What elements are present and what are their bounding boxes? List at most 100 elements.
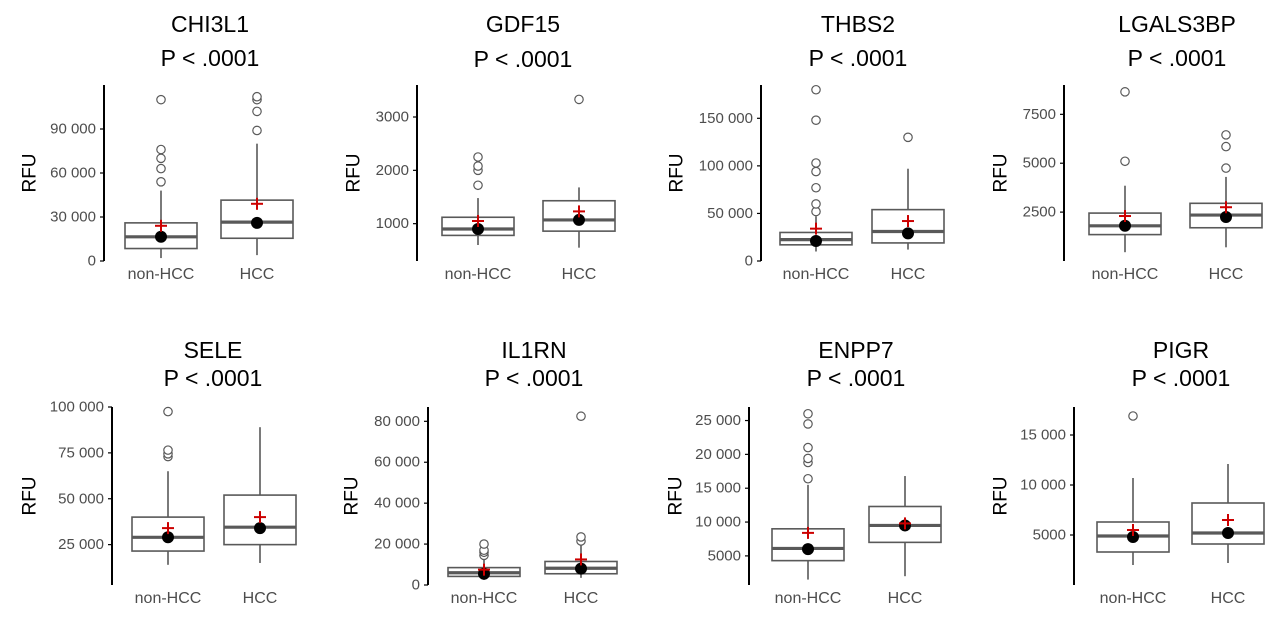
box-iqr bbox=[542, 199, 616, 232]
chart-title: ENPP7 bbox=[818, 337, 893, 363]
x-category-label: HCC bbox=[243, 590, 278, 607]
box-group-non-hcc bbox=[441, 152, 515, 245]
box-group-hcc bbox=[868, 476, 942, 577]
median-point bbox=[472, 223, 484, 235]
y-axis-label: RFU bbox=[20, 476, 41, 515]
outlier-point bbox=[1221, 163, 1231, 173]
median-point bbox=[1222, 527, 1234, 539]
chart-panel-chi3l1: CHI3L1 P < .0001 RFU 0 30 000 60 000 90 000 non… bbox=[20, 11, 294, 283]
y-tick-label: 5000 bbox=[1023, 155, 1056, 172]
outlier-point bbox=[803, 419, 813, 429]
box-group-non-hcc bbox=[1088, 87, 1162, 253]
y-tick-label: 80 000 bbox=[374, 413, 420, 430]
chart-title: CHI3L1 bbox=[171, 11, 249, 37]
x-category-label: non-HCC bbox=[451, 590, 518, 607]
median-point bbox=[810, 235, 822, 248]
y-tick-label: 0 bbox=[745, 253, 753, 270]
chart-panel-gdf15: GDF15 P < .0001 RFU 1000 2000 3000 non-HCC HCC bbox=[344, 11, 616, 283]
outlier-point bbox=[803, 408, 813, 419]
x-category-label: non-HCC bbox=[135, 590, 202, 607]
y-tick-label: 0 bbox=[88, 253, 96, 270]
chart-panel-lgals3bp: LGALS3BP P < .0001 RFU 2500 5000 7500 non-HCC H… bbox=[991, 11, 1263, 283]
y-tick-label: 1000 bbox=[376, 215, 409, 232]
y-tick-label: 40 000 bbox=[374, 495, 420, 512]
y-tick-label: 7500 bbox=[1023, 106, 1056, 123]
y-tick-label: 90 000 bbox=[50, 121, 96, 138]
y-tick-label: 25 000 bbox=[58, 536, 104, 553]
y-tick-label: 100 000 bbox=[699, 157, 753, 174]
chart-subtitle: P < .0001 bbox=[164, 365, 263, 391]
x-category-label: non-HCC bbox=[1092, 266, 1159, 283]
outlier-point bbox=[903, 132, 913, 143]
chart-subtitle: P < .0001 bbox=[161, 45, 260, 71]
box-group-hcc bbox=[542, 94, 616, 248]
x-category-label: non-HCC bbox=[783, 266, 850, 283]
x-category-label: HCC bbox=[1211, 590, 1246, 607]
y-tick-label: 50 000 bbox=[707, 205, 753, 222]
y-tick-label: 20 000 bbox=[374, 536, 420, 553]
chart-subtitle: P < .0001 bbox=[1132, 365, 1231, 391]
chart-title: LGALS3BP bbox=[1118, 11, 1236, 37]
chart-title: IL1RN bbox=[501, 337, 566, 363]
y-tick-label: 150 000 bbox=[699, 110, 753, 127]
y-axis-label: RFU bbox=[666, 476, 687, 515]
median-point bbox=[251, 216, 263, 229]
chart-subtitle: P < .0001 bbox=[1128, 45, 1227, 71]
box-iqr bbox=[223, 494, 297, 546]
outlier-point bbox=[576, 411, 586, 422]
y-tick-label: 2500 bbox=[1023, 204, 1056, 221]
outlier-point bbox=[803, 442, 813, 453]
y-tick-label: 10 000 bbox=[695, 514, 741, 531]
box-group-hcc bbox=[544, 411, 618, 578]
outlier-point bbox=[811, 84, 821, 95]
y-tick-label: 5000 bbox=[1033, 527, 1066, 544]
box-group-non-hcc bbox=[447, 539, 521, 580]
y-tick-label: 25 000 bbox=[695, 412, 741, 429]
median-point bbox=[162, 531, 174, 544]
box-group-hcc bbox=[871, 132, 945, 250]
chart-title: SELE bbox=[184, 337, 243, 363]
x-category-label: HCC bbox=[891, 266, 926, 283]
outlier-point bbox=[156, 153, 166, 164]
y-tick-label: 60 000 bbox=[50, 165, 96, 182]
outlier-point bbox=[163, 406, 173, 417]
outlier-point bbox=[156, 94, 166, 105]
y-axis-label: RFU bbox=[991, 153, 1012, 192]
outlier-point bbox=[811, 115, 821, 125]
chart-subtitle: P < .0001 bbox=[809, 45, 908, 71]
median-point bbox=[1119, 219, 1131, 232]
y-axis-label: RFU bbox=[667, 153, 688, 192]
outlier-point bbox=[156, 163, 166, 174]
outlier-point bbox=[811, 166, 821, 177]
x-category-label: HCC bbox=[1209, 266, 1244, 283]
chart-title: THBS2 bbox=[821, 11, 895, 37]
outlier-point bbox=[252, 91, 262, 102]
box-group-hcc bbox=[1191, 464, 1265, 563]
x-category-label: HCC bbox=[562, 266, 597, 283]
y-axis-label: RFU bbox=[20, 153, 41, 192]
x-category-label: non-HCC bbox=[775, 590, 842, 607]
median-point bbox=[155, 230, 167, 243]
outlier-point bbox=[479, 539, 489, 549]
y-tick-label: 20 000 bbox=[695, 446, 741, 463]
x-category-label: non-HCC bbox=[128, 266, 195, 283]
outlier-point bbox=[1221, 130, 1231, 140]
box-iqr bbox=[871, 208, 945, 244]
y-tick-label: 50 000 bbox=[58, 490, 104, 507]
outlier-point bbox=[811, 158, 821, 168]
y-tick-label: 60 000 bbox=[374, 454, 420, 471]
y-tick-label: 10 000 bbox=[1020, 477, 1066, 494]
x-category-label: HCC bbox=[240, 266, 275, 283]
y-tick-label: 5000 bbox=[708, 547, 741, 564]
median-point bbox=[573, 213, 585, 226]
box-group-non-hcc bbox=[771, 408, 845, 580]
outlier-point bbox=[576, 532, 586, 542]
chart-panel-thbs2: THBS2 P < .0001 RFU 0 50 000 100 000 150 000 no… bbox=[667, 11, 945, 283]
outlier-point bbox=[252, 125, 262, 136]
x-category-label: HCC bbox=[564, 590, 599, 607]
outlier-point bbox=[1120, 87, 1130, 97]
